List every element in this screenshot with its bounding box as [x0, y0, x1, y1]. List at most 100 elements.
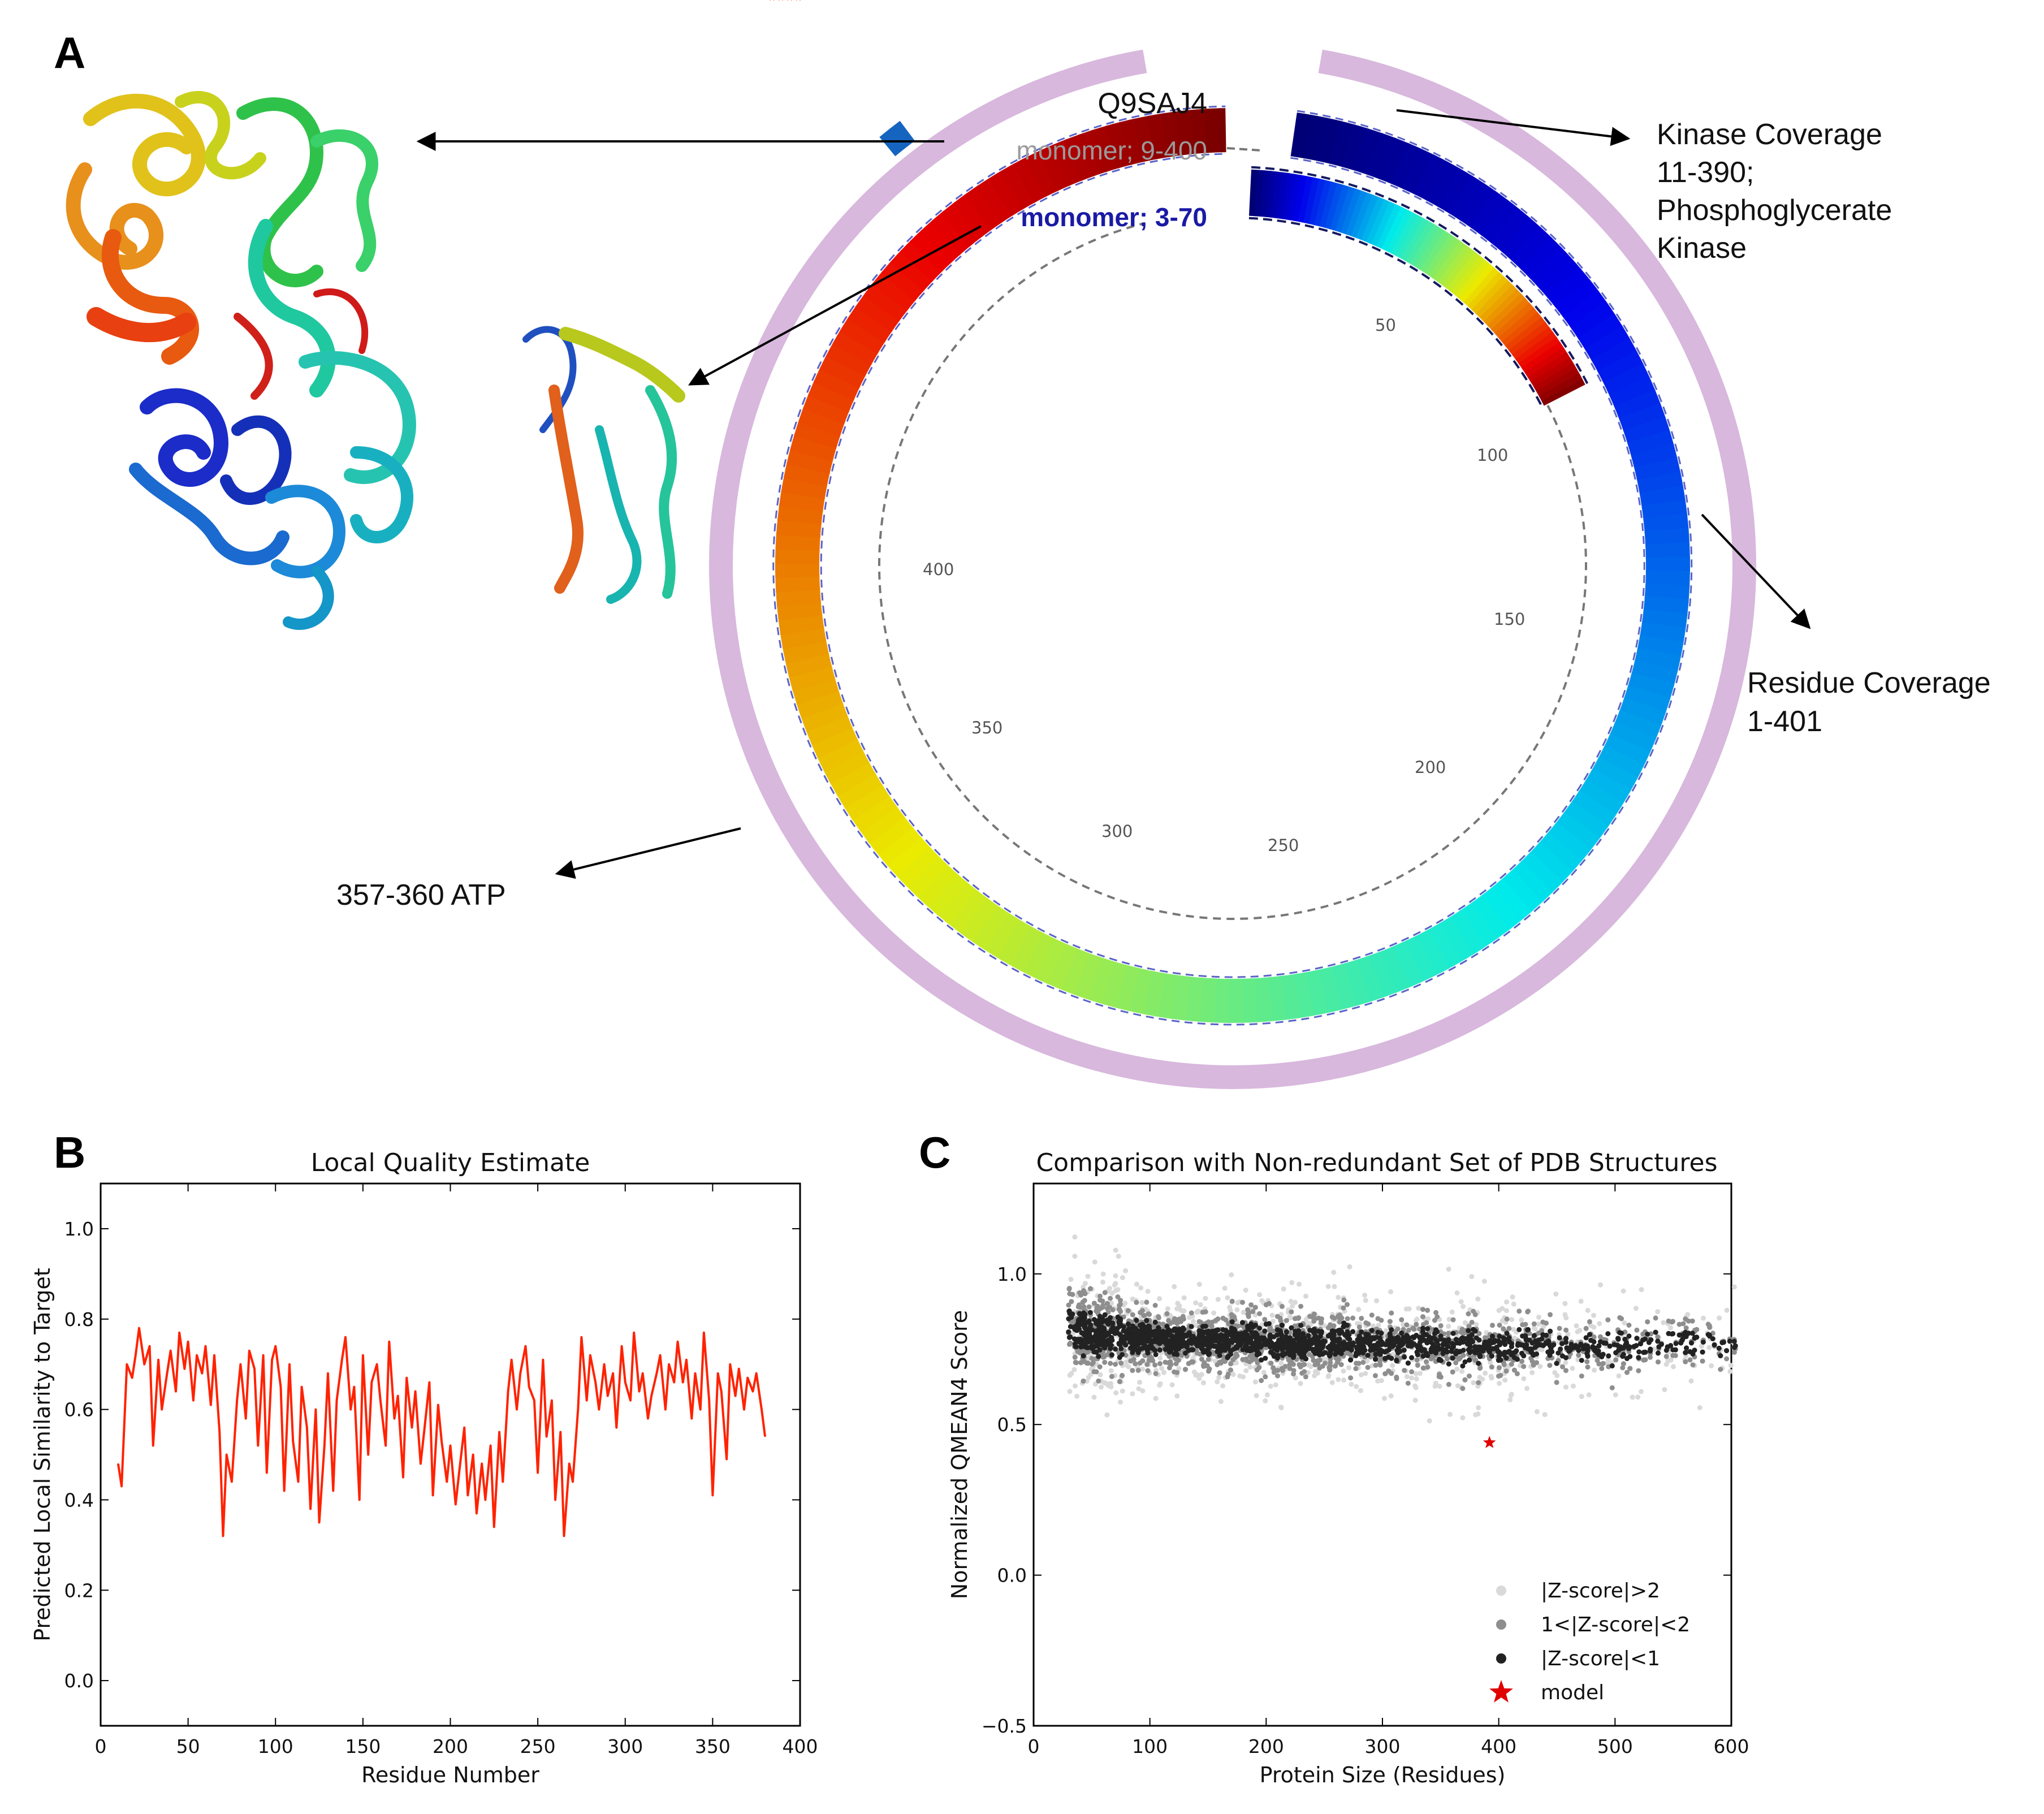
scatter-point: [1458, 1355, 1463, 1360]
scatter-point: [1102, 1312, 1108, 1318]
scatter-point: [1673, 1347, 1678, 1353]
scatter-point: [1205, 1357, 1211, 1362]
data-point: [642, 1372, 643, 1374]
scatter-point: [1348, 1352, 1354, 1358]
scatter-point: [1207, 1366, 1212, 1372]
scatter-point: [1067, 1389, 1073, 1394]
scatter-point: [1449, 1309, 1455, 1315]
scatter-point: [1317, 1365, 1323, 1371]
x-tick-label: 400: [783, 1735, 818, 1757]
data-point: [152, 1445, 154, 1446]
scatter-point: [1168, 1359, 1173, 1364]
scatter-point: [1174, 1351, 1180, 1357]
scatter-point: [1089, 1361, 1095, 1367]
data-point: [306, 1427, 308, 1428]
scatter-point: [1140, 1308, 1145, 1314]
scatter-point: [1306, 1362, 1311, 1368]
scatter-point: [1325, 1374, 1331, 1379]
scatter-point: [1624, 1370, 1630, 1375]
scatter-point: [1287, 1366, 1293, 1371]
scatter-point: [1086, 1304, 1092, 1310]
data-point: [397, 1395, 399, 1397]
scatter-point: [1539, 1347, 1545, 1353]
scatter-point: [1583, 1325, 1589, 1331]
scatter-point: [1536, 1314, 1541, 1320]
scatter-point: [1446, 1316, 1452, 1322]
scatter-point: [1409, 1369, 1415, 1375]
panel-label-c: C: [919, 1128, 950, 1177]
scatter-point: [1116, 1306, 1122, 1312]
scatter-point: [1727, 1368, 1733, 1374]
scatter-point: [1504, 1299, 1509, 1305]
scatter-point: [1450, 1317, 1456, 1323]
scatter-point: [1108, 1315, 1113, 1320]
scatter-point: [1384, 1348, 1390, 1354]
scatter-point: [1140, 1388, 1146, 1394]
scatter-point: [1382, 1396, 1387, 1401]
scatter-point: [1405, 1380, 1411, 1386]
scatter-point: [1534, 1409, 1540, 1414]
data-point: [438, 1404, 439, 1406]
scatter-point: [1104, 1381, 1109, 1387]
y-tick-label: 0.2: [64, 1579, 94, 1601]
scatter-point: [1410, 1325, 1416, 1331]
scatter-point: [1689, 1331, 1695, 1336]
scatter-point: [1585, 1364, 1591, 1370]
x-tick-label: 350: [695, 1735, 731, 1757]
data-point: [586, 1400, 587, 1401]
data-point: [214, 1354, 215, 1356]
scatter-point: [1364, 1358, 1370, 1364]
scatter-point: [1643, 1336, 1648, 1342]
scatter-point: [1159, 1366, 1165, 1371]
scatter-point: [1263, 1398, 1268, 1403]
scatter-point: [1598, 1282, 1604, 1288]
scatter-point: [1324, 1357, 1329, 1362]
data-point: [490, 1445, 491, 1446]
scatter-point: [1503, 1355, 1509, 1361]
data-point: [441, 1440, 442, 1442]
data-point: [525, 1345, 526, 1347]
scatter-point: [1609, 1363, 1615, 1368]
scatter-point: [1229, 1315, 1235, 1320]
scatter-point: [1563, 1384, 1568, 1390]
template1-label: monomer; 9-400: [1017, 136, 1208, 165]
scatter-point: [1375, 1316, 1381, 1321]
scatter-point: [1321, 1323, 1327, 1329]
data-point: [170, 1350, 171, 1351]
scatter-point: [1072, 1354, 1078, 1360]
scatter-point: [1066, 1308, 1072, 1314]
arrow-to-kinase-coverage: [1396, 109, 1631, 146]
scatter-point: [1315, 1370, 1320, 1376]
data-point: [254, 1368, 255, 1370]
scatter-point: [1293, 1316, 1298, 1321]
scatter-point: [1656, 1359, 1661, 1365]
scatter-point: [1690, 1362, 1696, 1368]
scatter-point: [1620, 1288, 1626, 1294]
data-point: [385, 1445, 386, 1446]
scatter-point: [1191, 1319, 1196, 1324]
data-point: [161, 1409, 163, 1410]
scatter-point: [1177, 1303, 1182, 1308]
scatter-point: [1717, 1315, 1722, 1321]
data-point: [537, 1472, 538, 1474]
scatter-point: [1282, 1351, 1288, 1357]
scatter-point: [1662, 1387, 1667, 1392]
scatter-point: [1267, 1301, 1272, 1306]
data-point: [149, 1345, 150, 1347]
scatter-point: [1082, 1312, 1088, 1318]
scatter-point: [1496, 1308, 1502, 1313]
scatter-point: [1563, 1336, 1569, 1341]
data-point: [770, 0, 771, 1]
scatter-point: [1152, 1362, 1158, 1368]
scatter-point: [1596, 1361, 1602, 1367]
scatter-point: [1229, 1298, 1235, 1304]
scatter-point: [1374, 1298, 1380, 1303]
scatter-point: [1408, 1375, 1414, 1381]
scatter-point: [1252, 1305, 1258, 1310]
data-point: [560, 1431, 561, 1433]
scatter-point: [1641, 1357, 1647, 1363]
scatter-point: [1420, 1314, 1425, 1320]
scatter-point: [1605, 1331, 1611, 1337]
arrow-to-template-structure: [688, 225, 982, 386]
scatter-point: [1560, 1364, 1565, 1370]
